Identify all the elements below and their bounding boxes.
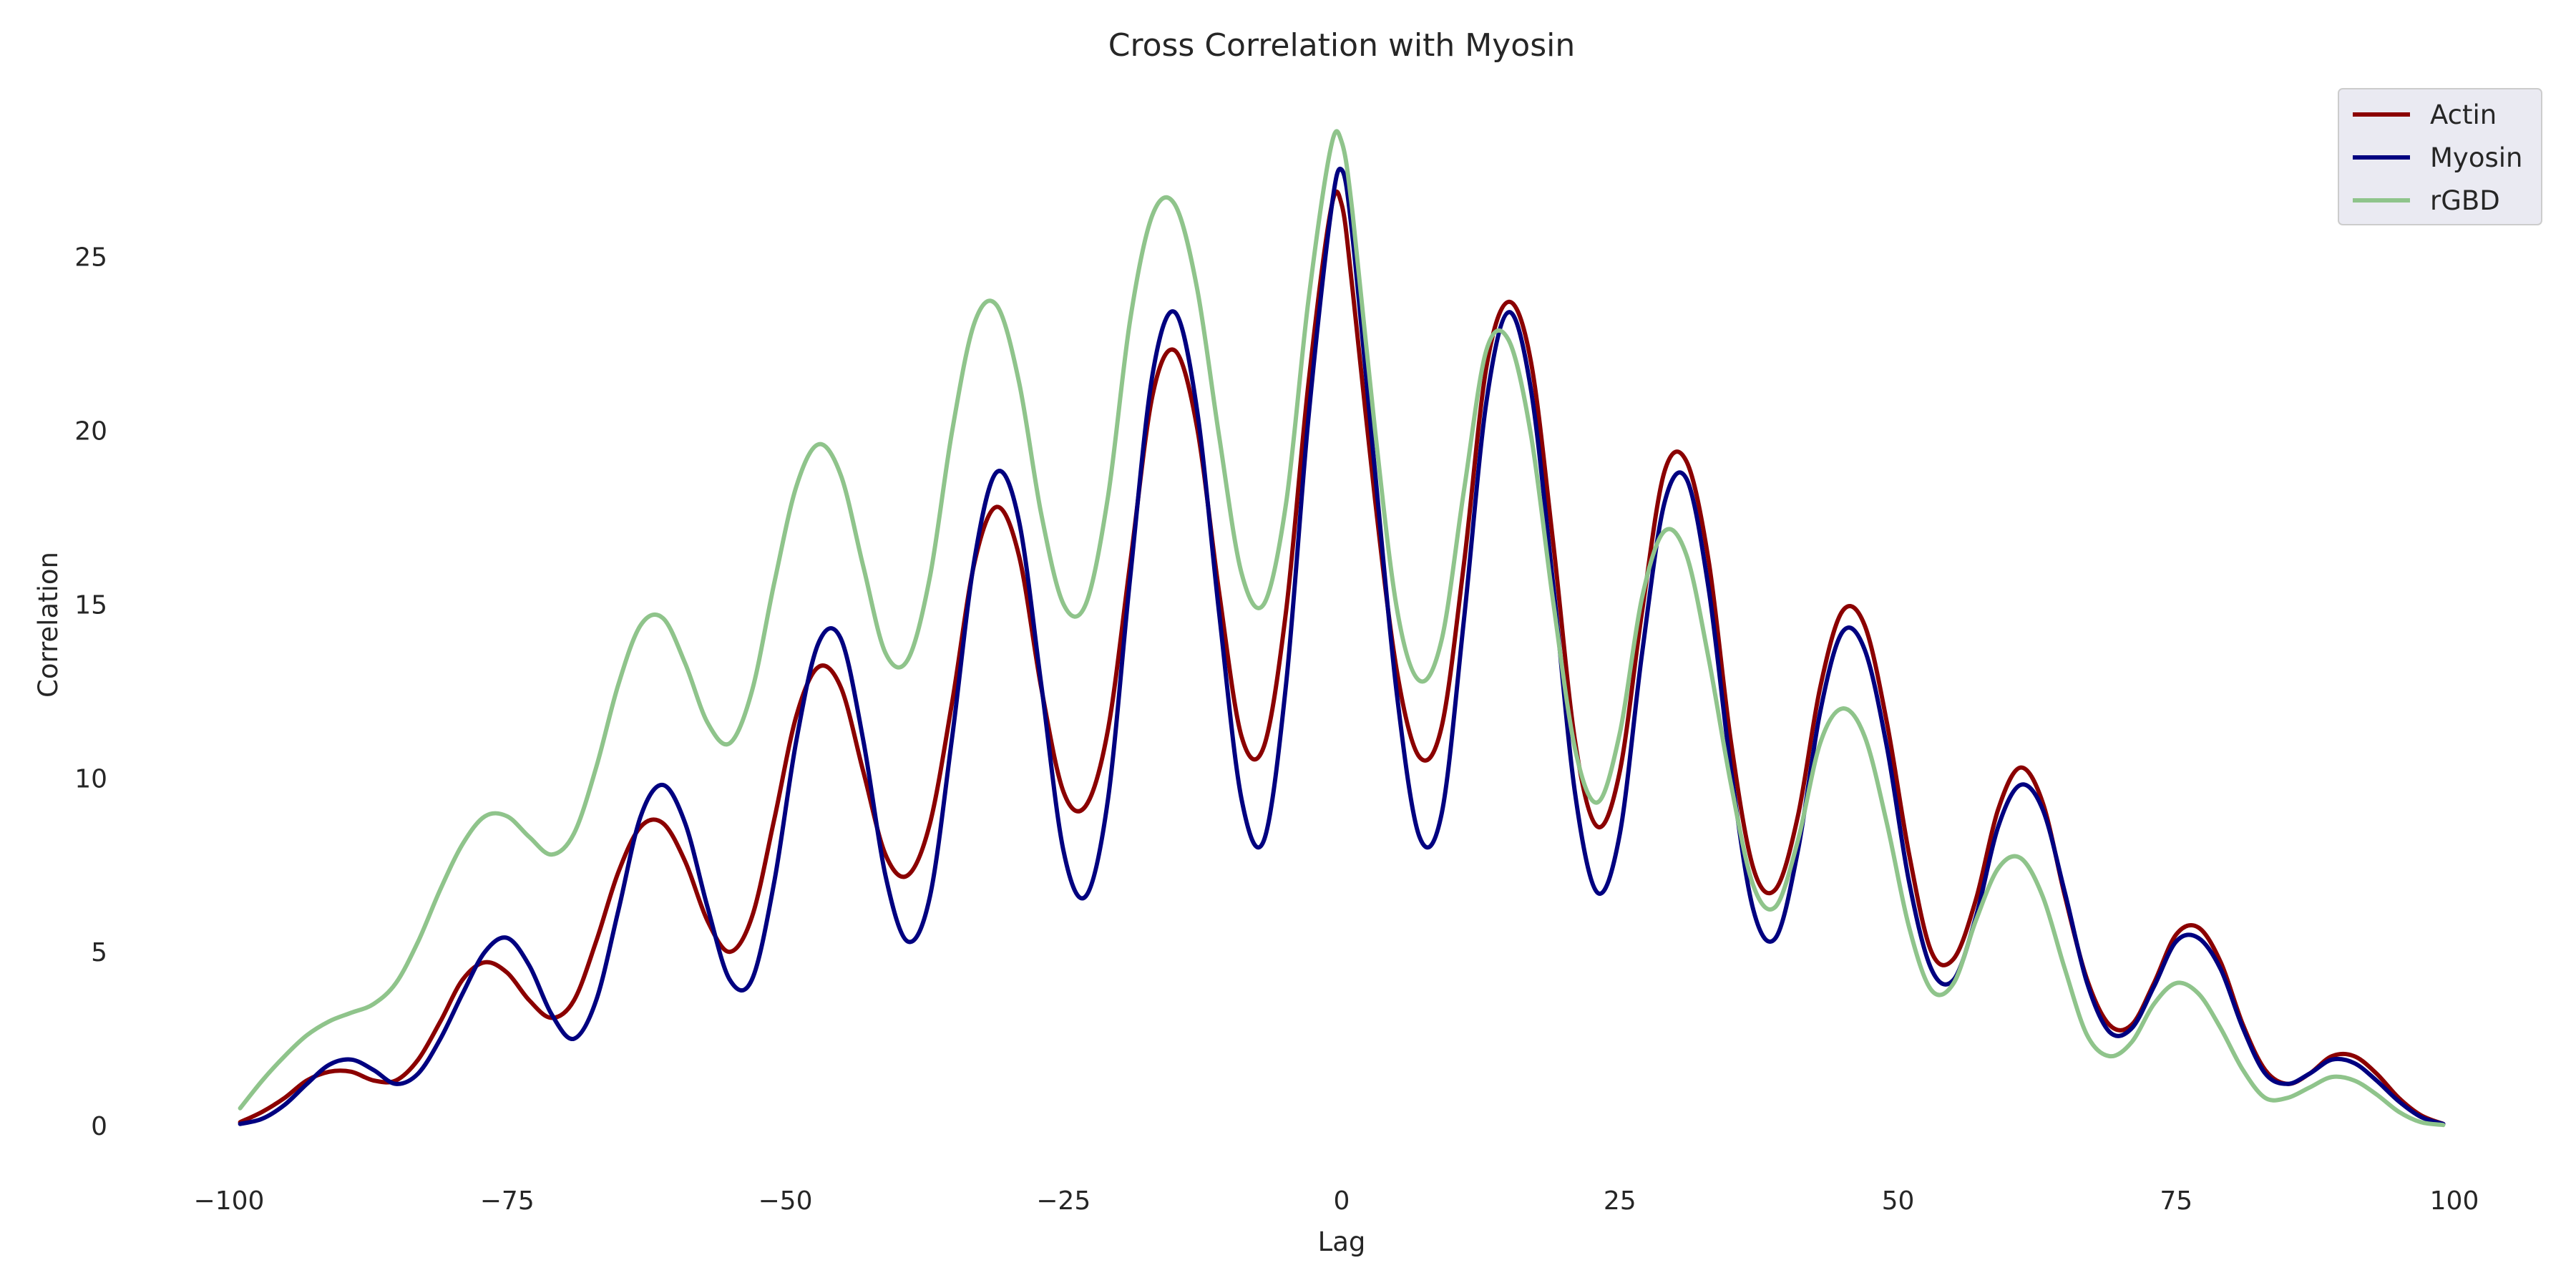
x-axis-label: Lag: [1318, 1226, 1366, 1257]
y-tick-label: 20: [74, 417, 107, 447]
y-tick-label: 10: [74, 764, 107, 794]
legend-label-rgbd: rGBD: [2430, 185, 2500, 216]
x-tick-label: 25: [1604, 1186, 1636, 1216]
legend-box: [2338, 88, 2542, 225]
x-tick-label: 0: [1334, 1186, 1350, 1216]
y-tick-label: 5: [91, 938, 107, 967]
x-tick-label: 75: [2160, 1186, 2192, 1216]
x-axis-ticks: −100 −75 −50 −25 0 25 50 75 100: [194, 1186, 2479, 1216]
legend-label-myosin: Myosin: [2430, 142, 2522, 173]
x-tick-label: −25: [1036, 1186, 1091, 1216]
x-tick-label: 100: [2430, 1186, 2479, 1216]
y-tick-label: 0: [91, 1112, 107, 1141]
x-tick-label: −100: [194, 1186, 265, 1216]
series-line-actin: [238, 189, 2446, 1126]
legend: Actin Myosin rGBD: [2338, 88, 2542, 225]
y-tick-label: 15: [74, 590, 107, 620]
series-layer: [238, 129, 2446, 1128]
series-line-rgbd: [238, 129, 2446, 1128]
y-axis-label: Correlation: [33, 552, 64, 698]
series-line-myosin: [238, 166, 2446, 1126]
y-tick-label: 25: [74, 243, 107, 273]
x-tick-label: 50: [1882, 1186, 1915, 1216]
y-axis-ticks: 0 5 10 15 20 25: [74, 243, 107, 1142]
legend-label-actin: Actin: [2430, 99, 2497, 130]
x-tick-label: −50: [758, 1186, 813, 1216]
x-tick-label: −75: [480, 1186, 535, 1216]
chart-title: Cross Correlation with Myosin: [1108, 27, 1576, 64]
